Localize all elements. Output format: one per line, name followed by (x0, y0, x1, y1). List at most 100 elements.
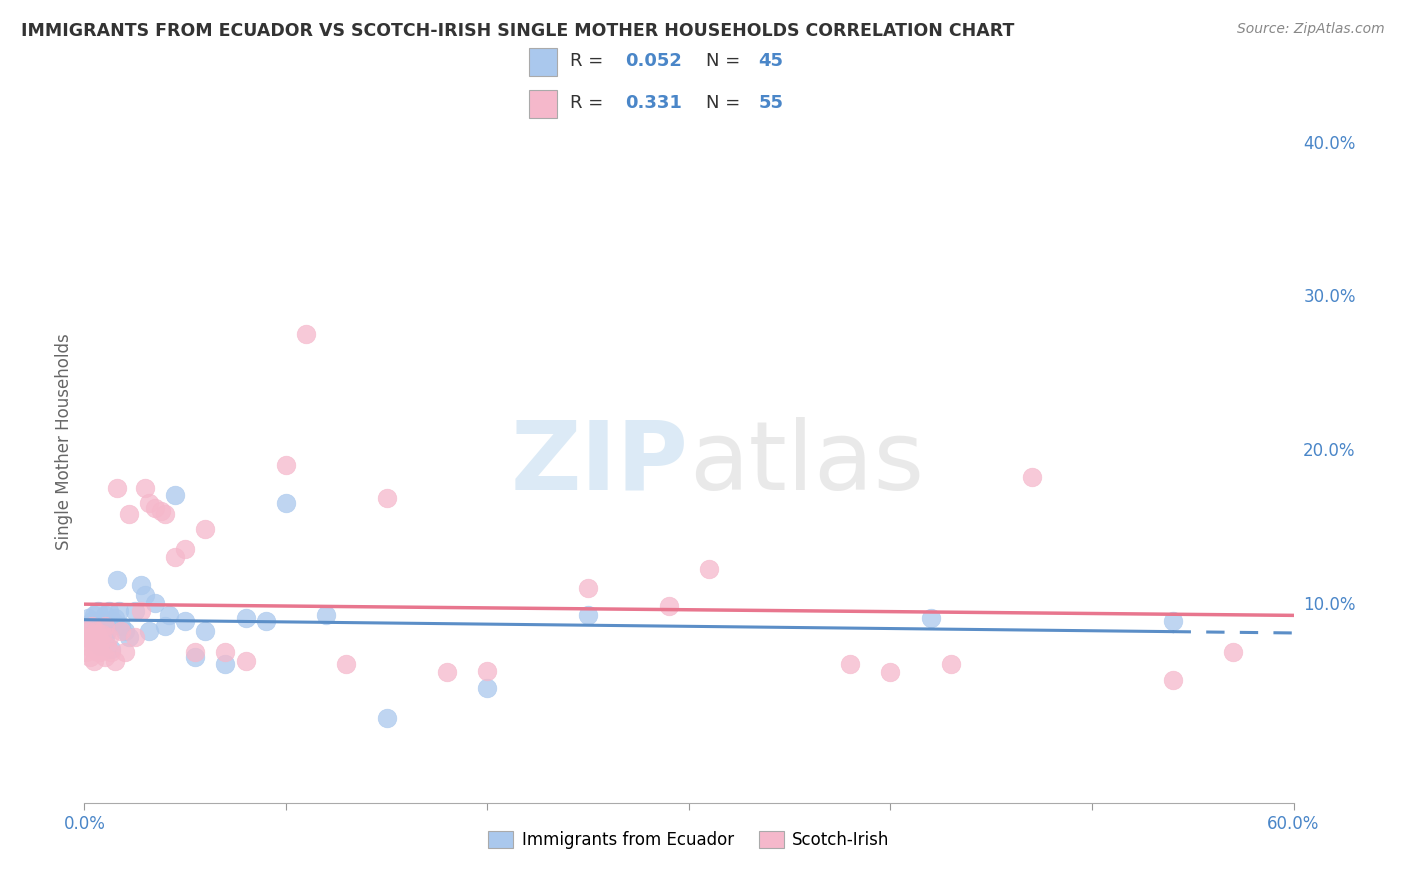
Point (576, 608, 599, 623)
Point (153, 507, 176, 521)
Point (576, 581, 599, 595)
Point (87, 604, 110, 618)
Point (939, 657, 962, 672)
Point (93, 630, 115, 644)
Point (165, 549, 187, 564)
Point (79, 630, 101, 644)
Point (91, 619, 114, 633)
Point (89, 615, 111, 629)
Point (91, 626, 114, 640)
Point (100, 645, 122, 659)
Point (86, 619, 108, 633)
Point (165, 488, 187, 502)
Point (134, 481, 156, 495)
Point (83, 608, 105, 623)
Point (93, 608, 115, 623)
Point (96, 639, 118, 653)
Point (87, 630, 110, 644)
Point (879, 665, 901, 680)
FancyBboxPatch shape (530, 90, 557, 118)
Text: 0.052: 0.052 (626, 52, 682, 70)
Point (315, 608, 337, 623)
Point (697, 562, 720, 576)
Point (254, 615, 277, 629)
FancyBboxPatch shape (530, 48, 557, 76)
Point (118, 507, 141, 521)
Point (82, 619, 104, 633)
Point (1161, 673, 1184, 687)
Point (77, 639, 100, 653)
Point (101, 615, 124, 629)
Point (87, 626, 110, 640)
Point (110, 624, 132, 638)
Text: Source: ZipAtlas.com: Source: ZipAtlas.com (1237, 22, 1385, 37)
Point (82, 615, 104, 629)
Point (477, 664, 499, 678)
Point (157, 608, 180, 623)
Point (79, 630, 101, 644)
Point (83, 654, 105, 668)
Point (274, 496, 297, 510)
Point (295, 326, 318, 341)
Point (335, 657, 357, 672)
Point (110, 619, 132, 633)
Point (86, 624, 108, 638)
Point (174, 615, 197, 629)
Point (149, 504, 172, 518)
Point (138, 496, 160, 510)
Point (174, 542, 197, 557)
Text: N =: N = (706, 95, 740, 112)
Point (184, 645, 207, 659)
Point (87, 645, 110, 659)
Text: 55: 55 (758, 95, 783, 112)
Point (1021, 470, 1043, 484)
Point (77, 624, 100, 638)
Point (214, 645, 236, 659)
Point (114, 645, 136, 659)
Point (143, 596, 166, 610)
Point (375, 491, 398, 506)
Point (134, 588, 156, 602)
Point (184, 649, 207, 664)
Point (839, 657, 862, 672)
Text: atlas: atlas (689, 417, 924, 509)
Point (89, 645, 111, 659)
Point (75, 624, 97, 638)
Point (104, 611, 127, 625)
Point (93, 619, 115, 633)
Point (104, 654, 127, 668)
Point (86, 642, 108, 657)
Point (82, 634, 104, 648)
Point (77, 611, 100, 625)
Text: 45: 45 (758, 52, 783, 70)
Point (79, 649, 101, 664)
Point (118, 630, 141, 644)
Point (83, 634, 105, 648)
Point (97, 630, 120, 644)
Point (375, 711, 398, 725)
Point (194, 522, 217, 536)
Point (1161, 615, 1184, 629)
Point (920, 611, 942, 625)
Point (96, 624, 118, 638)
Text: R =: R = (569, 95, 603, 112)
Point (214, 657, 236, 672)
Point (1222, 645, 1244, 659)
Point (658, 599, 681, 613)
Text: R =: R = (569, 52, 603, 70)
Point (143, 500, 166, 515)
Point (75, 630, 97, 644)
Point (138, 624, 160, 638)
Point (105, 481, 128, 495)
Text: ZIP: ZIP (510, 417, 689, 509)
Text: 0.331: 0.331 (626, 95, 682, 112)
Point (75, 645, 97, 659)
Point (114, 624, 136, 638)
Point (436, 665, 458, 680)
Point (124, 604, 146, 618)
Point (194, 624, 217, 638)
Point (235, 611, 257, 625)
Point (83, 626, 105, 640)
Point (89, 634, 111, 648)
Point (97, 604, 120, 618)
